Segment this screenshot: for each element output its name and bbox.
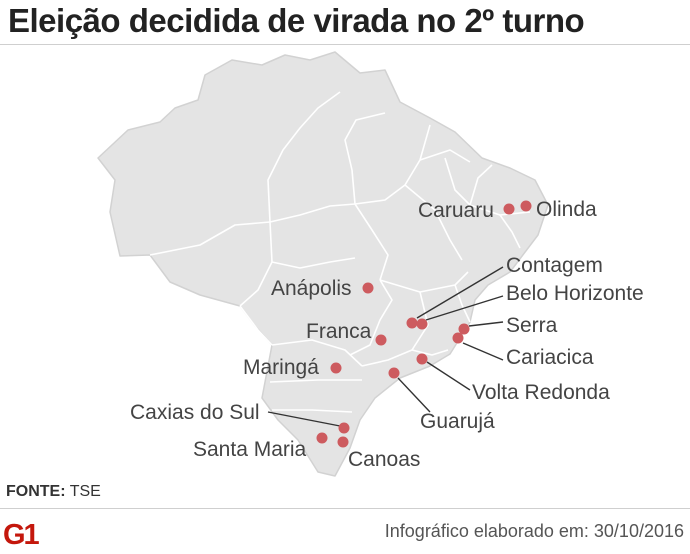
- city-marker-anapolis: [362, 282, 374, 294]
- city-label-guaruja: Guarujá: [420, 410, 495, 433]
- city-marker-santa-maria: [316, 432, 328, 444]
- city-label-belo-horizonte: Belo Horizonte: [506, 282, 644, 305]
- city-marker-caruaru: [503, 203, 515, 215]
- city-label-franca: Franca: [306, 320, 372, 343]
- city-marker-canoas: [337, 436, 349, 448]
- city-markers: [316, 200, 532, 448]
- city-label-caruaru: Caruaru: [418, 199, 494, 222]
- title-divider: [0, 44, 690, 45]
- leader-lines: [267, 266, 504, 427]
- page-title: Eleição decidida de virada no 2º turno: [8, 2, 585, 39]
- city-label-contagem: Contagem: [506, 254, 603, 277]
- city-label-santa-maria: Santa Maria: [193, 438, 307, 461]
- logo-text: G1: [3, 519, 40, 548]
- city-label-serra: Serra: [506, 314, 558, 337]
- source-label: FONTE:: [6, 483, 66, 500]
- city-label-olinda: Olinda: [536, 198, 597, 221]
- source-value: TSE: [69, 483, 101, 500]
- footer-divider: [0, 508, 690, 509]
- city-label-anapolis: Anápolis: [271, 277, 352, 300]
- city-marker-contagem: [406, 317, 418, 329]
- city-label-caxias-do-sul: Caxias do Sul: [130, 401, 260, 424]
- city-marker-olinda: [520, 200, 532, 212]
- city-label-canoas: Canoas: [348, 448, 420, 471]
- city-label-volta-redonda: Volta Redonda: [472, 381, 610, 404]
- g1-logo: G1: [3, 519, 42, 548]
- city-marker-maringa: [330, 362, 342, 374]
- city-marker-volta-redonda: [416, 353, 428, 365]
- city-marker-franca: [375, 334, 387, 346]
- city-label-cariacica: Cariacica: [506, 346, 594, 369]
- city-marker-caxias-do-sul: [338, 422, 350, 434]
- city-marker-cariacica: [452, 332, 464, 344]
- city-label-maringa: Maringá: [243, 356, 319, 379]
- state-borders: [149, 91, 531, 413]
- credit-note: Infográfico elaborado em: 30/10/2016: [384, 521, 684, 541]
- city-marker-belo-horizonte: [416, 318, 428, 330]
- city-marker-serra: [458, 323, 470, 335]
- source-note: FONTE: TSE: [6, 483, 101, 501]
- city-marker-guaruja: [388, 367, 400, 379]
